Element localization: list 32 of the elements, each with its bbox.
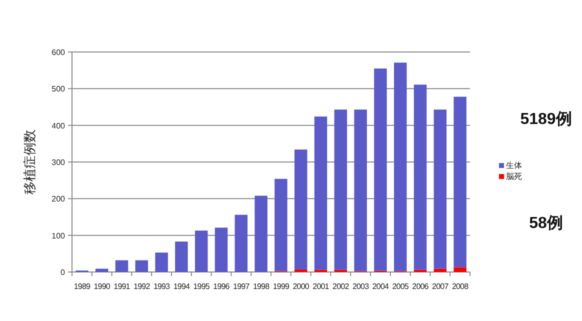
legend-label: 生体 xyxy=(506,161,522,170)
x-tick-label: 1993 xyxy=(153,282,171,291)
x-tick-label: 1999 xyxy=(272,282,290,291)
legend-label: 脳死 xyxy=(506,172,522,181)
y-tick-label: 100 xyxy=(52,231,66,240)
x-tick-label: 1990 xyxy=(94,282,111,291)
y-tick-label: 200 xyxy=(52,194,66,204)
x-tick-label: 1991 xyxy=(114,282,131,291)
y-tick-label: 0 xyxy=(60,268,66,277)
x-tick-label: 1995 xyxy=(193,282,210,291)
x-tick-label: 1994 xyxy=(173,282,190,291)
x-tick-label: 2005 xyxy=(392,282,410,291)
y-tick-label: 300 xyxy=(52,158,66,167)
x-tick-label: 1997 xyxy=(233,282,250,291)
x-tick-label: 2001 xyxy=(312,282,330,291)
x-tick-label: 2003 xyxy=(352,282,370,291)
x-tick-label: 1996 xyxy=(213,282,230,291)
x-tick-label: 2004 xyxy=(372,282,390,291)
x-tick-label: 2008 xyxy=(452,282,470,291)
x-tick-label: 2002 xyxy=(332,282,350,291)
x-tick-label: 1989 xyxy=(74,282,91,291)
y-axis-title: 移植症例数 xyxy=(22,130,37,194)
text: 58例 xyxy=(529,214,563,232)
x-tick-label: 2007 xyxy=(432,282,450,291)
x-tick-label: 2000 xyxy=(292,282,310,291)
y-tick-label: 500 xyxy=(52,84,66,94)
y-tick-label: 600 xyxy=(52,48,66,57)
y-tick-label: 400 xyxy=(52,121,66,130)
x-tick-label: 1998 xyxy=(252,282,270,291)
x-tick-label: 1992 xyxy=(134,282,151,291)
x-tick-label: 2006 xyxy=(412,282,430,291)
text: 5189例 xyxy=(520,110,572,128)
